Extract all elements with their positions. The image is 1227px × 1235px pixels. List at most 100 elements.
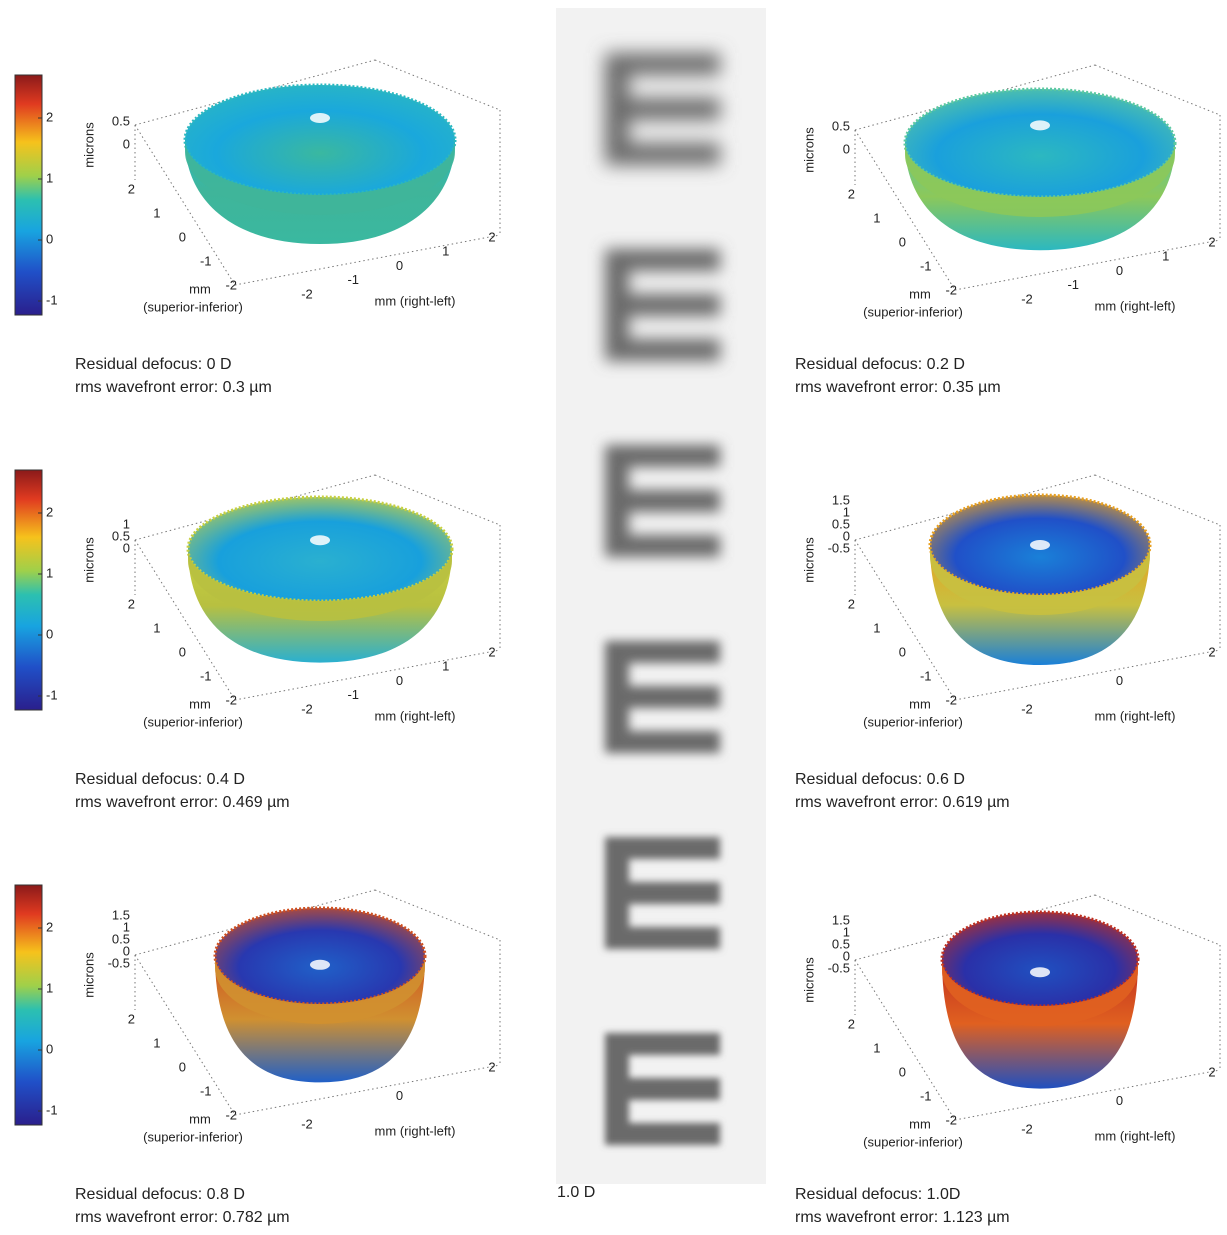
x-tick-label: 0 — [1116, 263, 1123, 278]
colorbar-tick-label: 2 — [46, 109, 53, 124]
axis-box — [955, 240, 1220, 290]
y-tick-label: 0 — [179, 644, 186, 659]
y-tick-label: -2 — [945, 1112, 957, 1127]
axis-box — [855, 960, 955, 1120]
x-tick-label: -2 — [1021, 701, 1033, 716]
caption: rms wavefront error: 0.469 µm — [75, 794, 290, 811]
caption: rms wavefront error: 0.782 µm — [75, 1209, 290, 1226]
x-axis-label: mm (right-left) — [1095, 298, 1176, 313]
y-tick-label: 2 — [128, 181, 135, 196]
z-axis-label: microns — [801, 537, 816, 583]
z-axis-label: microns — [81, 952, 96, 998]
x-tick-label: 0 — [396, 673, 403, 688]
y-tick-label: -1 — [920, 1088, 932, 1103]
y-tick-label: 0 — [179, 1059, 186, 1074]
z-tick-label: 0 — [123, 540, 130, 555]
z-axis-label: microns — [81, 537, 96, 583]
colorbar — [15, 470, 42, 710]
caption: Residual defocus: 0.2 D — [795, 356, 965, 373]
x-tick-label: -2 — [1021, 1121, 1033, 1136]
letter-e — [605, 249, 720, 361]
x-tick-label: 2 — [1208, 1064, 1215, 1079]
bowl-inner — [188, 497, 452, 601]
y-tick-label: -2 — [945, 282, 957, 297]
x-tick-label: -2 — [301, 286, 313, 301]
y-tick-label: 2 — [128, 596, 135, 611]
highlight — [1030, 967, 1050, 977]
highlight — [310, 960, 330, 970]
x-tick-label: 2 — [488, 644, 495, 659]
letter-e — [605, 53, 720, 165]
letter-stroke — [605, 445, 629, 557]
highlight — [1030, 120, 1050, 130]
y-tick-label: -1 — [200, 1083, 212, 1098]
x-tick-label: -1 — [1067, 277, 1079, 292]
highlight — [310, 113, 330, 123]
colorbar-tick-label: 2 — [46, 504, 53, 519]
x-tick-label: 1 — [442, 244, 449, 259]
caption: rms wavefront error: 0.35 µm — [795, 379, 1001, 396]
x-tick-label: 0 — [1116, 1093, 1123, 1108]
y-tick-label: 1 — [153, 205, 160, 220]
y-tick-label: -1 — [920, 668, 932, 683]
letter-e — [605, 837, 720, 949]
colorbar-tick-label: -1 — [46, 687, 58, 702]
colorbar — [15, 885, 42, 1125]
caption: Residual defocus: 1.0D — [795, 1186, 960, 1203]
y-axis-label: mm — [909, 286, 931, 301]
highlight — [310, 535, 330, 545]
y-axis-label: mm — [189, 1111, 211, 1126]
caption: Residual defocus: 0.4 D — [75, 771, 245, 788]
y-tick-label: 0 — [899, 234, 906, 249]
z-tick-label: 0 — [123, 136, 130, 151]
bowl-inner — [905, 89, 1175, 197]
y-tick-label: -1 — [200, 253, 212, 268]
y-axis-label: (superior-inferior) — [863, 714, 963, 729]
caption: Residual defocus: 0.8 D — [75, 1186, 245, 1203]
z-tick-label: -0.5 — [828, 960, 850, 975]
y-tick-label: 1 — [153, 620, 160, 635]
x-tick-label: 2 — [488, 1059, 495, 1074]
z-axis-label: microns — [81, 122, 96, 168]
axis-box — [235, 235, 500, 285]
colorbar-tick-label: 1 — [46, 980, 53, 995]
y-axis-label: mm — [189, 696, 211, 711]
x-tick-label: -1 — [347, 272, 359, 287]
caption: Residual defocus: 0 D — [75, 356, 232, 373]
z-tick-label: 0.5 — [112, 113, 130, 128]
y-tick-label: 1 — [153, 1035, 160, 1050]
caption: Residual defocus: 0.6 D — [795, 771, 965, 788]
caption: rms wavefront error: 1.123 µm — [795, 1209, 1010, 1226]
z-axis-label: microns — [801, 127, 816, 173]
x-tick-label: 1 — [1162, 249, 1169, 264]
caption: rms wavefront error: 0.3 µm — [75, 379, 272, 396]
x-tick-label: 0 — [396, 1088, 403, 1103]
colorbar-tick-label: 2 — [46, 919, 53, 934]
y-tick-label: 1 — [873, 210, 880, 225]
x-axis-label: mm (right-left) — [375, 293, 456, 308]
colorbar-tick-label: 0 — [46, 1041, 53, 1056]
letter-stroke — [605, 53, 629, 165]
defocus-label: 1.0 D — [557, 1184, 595, 1201]
x-tick-label: 2 — [488, 229, 495, 244]
y-tick-label: 2 — [848, 186, 855, 201]
y-tick-label: 0 — [899, 1064, 906, 1079]
letter-stroke — [605, 1033, 629, 1145]
colorbar-tick-label: -1 — [46, 1102, 58, 1117]
x-axis-label: mm (right-left) — [375, 1123, 456, 1138]
colorbar — [15, 75, 42, 315]
y-tick-label: -1 — [920, 258, 932, 273]
z-tick-label: 0 — [843, 141, 850, 156]
x-tick-label: 0 — [396, 258, 403, 273]
x-tick-label: -1 — [347, 687, 359, 702]
x-tick-label: 0 — [1116, 673, 1123, 688]
y-tick-label: -2 — [225, 692, 237, 707]
figure: 210-1210-1210-10 D0.2 D0.4 D0.6 D0.8 D1.… — [0, 0, 1227, 1230]
bowl-inner — [185, 85, 455, 195]
y-tick-label: 2 — [848, 596, 855, 611]
z-tick-label: 0.5 — [832, 118, 850, 133]
letter-e — [605, 641, 720, 753]
x-tick-label: -2 — [1021, 291, 1033, 306]
y-tick-label: 1 — [873, 1040, 880, 1055]
x-tick-label: -2 — [301, 1116, 313, 1131]
